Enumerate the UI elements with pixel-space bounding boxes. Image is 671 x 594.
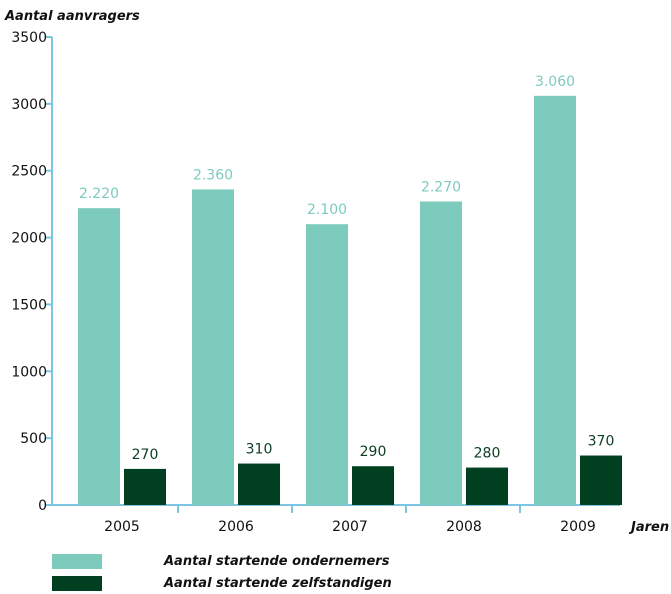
bar-series-1 bbox=[534, 95, 576, 505]
bar-chart: Aantal aanvragers Jaren 0 500 1000 1500 2000… bbox=[4, 9, 669, 535]
bar-series-1 bbox=[420, 201, 462, 505]
legend-swatch-series-1 bbox=[52, 553, 102, 569]
y-tick-label: 2500 bbox=[11, 164, 47, 180]
bar-series-2 bbox=[466, 467, 508, 505]
x-tick-label: 2005 bbox=[104, 519, 140, 535]
data-label-series-2: 370 bbox=[588, 434, 615, 450]
legend: Aantal startende ondernemers Aantal star… bbox=[52, 550, 392, 594]
x-tick-label: 2009 bbox=[560, 519, 596, 535]
data-label-series-1: 3.060 bbox=[535, 74, 575, 90]
data-label-series-2: 290 bbox=[360, 444, 387, 460]
data-label-series-1: 2.360 bbox=[193, 167, 233, 183]
legend-item-series-1: Aantal startende ondernemers bbox=[52, 550, 392, 572]
bars bbox=[78, 95, 622, 506]
x-tick-label: 2007 bbox=[332, 519, 368, 535]
bar-series-1 bbox=[192, 189, 234, 506]
y-tick-label: 1000 bbox=[11, 364, 47, 380]
x-tick-label: 2008 bbox=[446, 519, 482, 535]
legend-swatch-series-2 bbox=[52, 575, 102, 591]
data-label-series-1: 2.270 bbox=[421, 179, 461, 195]
bar-series-2 bbox=[238, 463, 280, 505]
legend-label-series-2: Aantal startende zelfstandigen bbox=[164, 575, 392, 591]
data-label-series-2: 280 bbox=[474, 446, 501, 462]
y-tick-label: 3000 bbox=[11, 97, 47, 113]
legend-label-series-1: Aantal startende ondernemers bbox=[164, 553, 390, 569]
y-axis-ticks: 0 500 1000 1500 2000 2500 3000 3500 bbox=[11, 30, 52, 514]
bar-series-2 bbox=[580, 455, 622, 505]
data-labels: 2.220 270 2.360 310 2.100 290 2.270 280 3.060 370 bbox=[79, 74, 614, 463]
x-tick-label: 2006 bbox=[218, 519, 254, 535]
y-tick-label: 3500 bbox=[11, 30, 47, 46]
bar-series-1 bbox=[306, 224, 348, 505]
y-tick-label: 0 bbox=[38, 498, 47, 514]
y-tick-label: 500 bbox=[20, 431, 47, 447]
bar-series-2 bbox=[124, 468, 166, 505]
data-label-series-1: 2.100 bbox=[307, 202, 347, 218]
data-label-series-1: 2.220 bbox=[79, 186, 119, 202]
y-tick-label: 1500 bbox=[11, 297, 47, 313]
x-axis-title: Jaren bbox=[628, 520, 669, 535]
y-axis-title: Aantal aanvragers bbox=[4, 9, 140, 24]
x-axis-ticks: 2005 2006 2007 2008 2009 bbox=[104, 505, 596, 535]
bar-series-1 bbox=[78, 208, 120, 505]
legend-item-series-2: Aantal startende zelfstandigen bbox=[52, 572, 392, 594]
y-tick-label: 2000 bbox=[11, 231, 47, 247]
data-label-series-2: 270 bbox=[132, 447, 159, 463]
data-label-series-2: 310 bbox=[246, 442, 273, 458]
bar-series-2 bbox=[352, 466, 394, 505]
